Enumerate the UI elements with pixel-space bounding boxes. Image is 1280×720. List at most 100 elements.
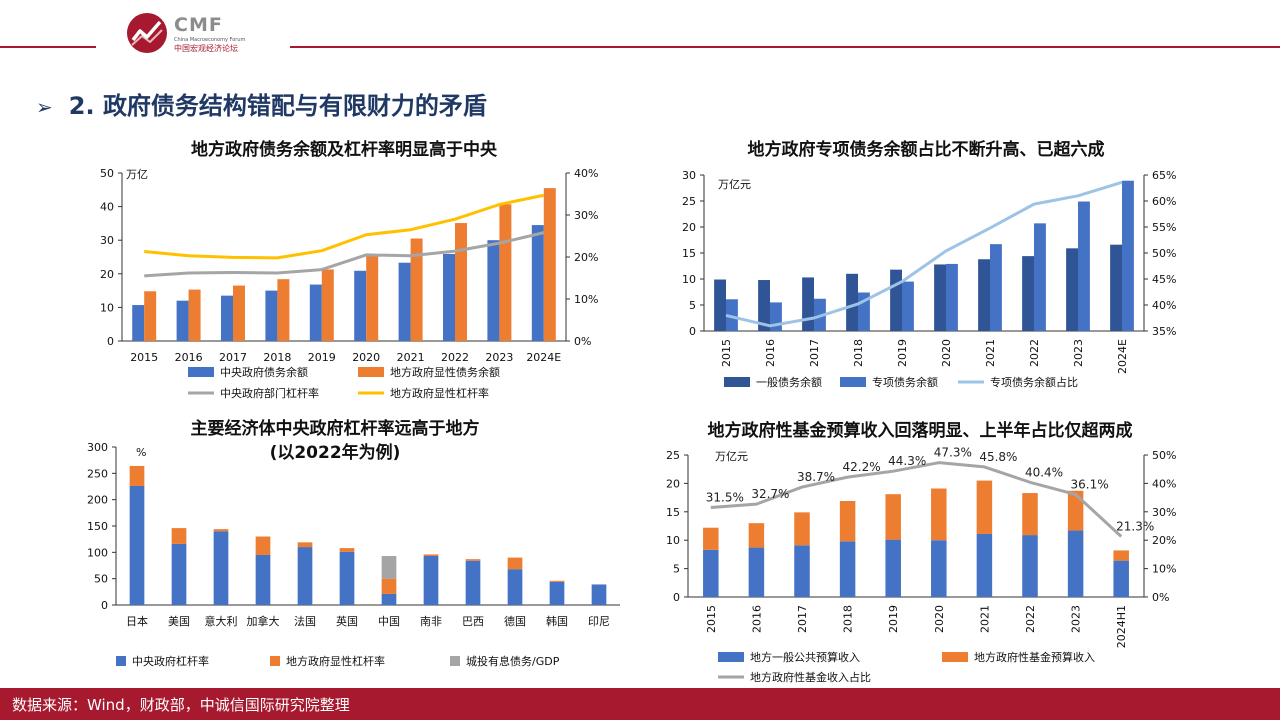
data-label: 38.7%	[797, 470, 835, 484]
legend-swatch	[358, 367, 384, 377]
chart-fund-revenue: 地方政府性基金预算收入回落明显、上半年占比仅超两成 0 5 10 15 20 25 0% 10%…	[666, 420, 1176, 684]
bar	[309, 284, 322, 341]
y-tick-label-right: 10%	[574, 293, 598, 306]
x-tick-label: 2022	[441, 351, 469, 364]
chart-panel-fund-revenue: 地方政府性基金预算收入回落明显、上半年占比仅超两成 0 5 10 15 20 25 0% 10%…	[660, 410, 1220, 685]
bar	[176, 300, 189, 341]
x-tick-label: 2018	[263, 351, 291, 364]
bar-segment	[1113, 560, 1129, 597]
bar-segment	[703, 549, 719, 597]
bar-segment	[794, 512, 810, 546]
legend-label: 地方一般公共预算收入	[750, 650, 860, 664]
x-tick-label: 2024H1	[1115, 605, 1128, 648]
bar-segment	[931, 488, 947, 541]
bar	[221, 295, 233, 341]
bar	[1066, 248, 1078, 331]
legend-label: 中央政府杠杆率	[132, 654, 209, 668]
y-tick-label-left: 100	[87, 546, 108, 559]
y-tick-label-right: 50%	[1152, 247, 1176, 260]
y-tick-label-left: 15	[682, 247, 696, 260]
section-title-text: 2. 政府债务结构错配与有限财力的矛盾	[68, 92, 487, 120]
y-tick-label-left: 300	[87, 441, 108, 454]
chart-panel-debt-balance: 地方政府债务余额及杠杆率明显高于中央 0 10 20 30 40 50 0% 10% 20% 30%…	[80, 130, 620, 410]
bar	[443, 253, 455, 341]
x-tick-label: 2018	[852, 339, 865, 367]
bar-segment	[839, 541, 856, 597]
legend-swatch	[116, 656, 126, 666]
y-tick-label-right: 0%	[1152, 591, 1169, 604]
y-tick-label-left: 25	[666, 449, 680, 462]
y-unit-label: 万亿元	[715, 450, 748, 463]
bar-segment	[507, 569, 523, 605]
bar-segment	[885, 494, 901, 540]
bar-segment	[213, 531, 229, 605]
x-tick-label: 2016	[764, 339, 777, 367]
bar	[934, 264, 946, 331]
bar	[543, 188, 556, 341]
y-tick-label-left: 5	[673, 563, 680, 576]
x-tick-label: 中国	[378, 615, 400, 628]
series-line	[710, 461, 1123, 538]
bar-segment	[1022, 493, 1038, 536]
x-tick-label: 2019	[896, 339, 909, 367]
legend-swatch	[718, 652, 744, 662]
bar	[858, 292, 870, 331]
bar-segment	[794, 545, 810, 597]
chart-panel-special-debt: 地方政府专项债务余额占比不断升高、已超六成 0 5 10 15 20 25 30 35% 40% 4…	[660, 130, 1220, 400]
x-tick-label: 2019	[887, 605, 900, 633]
x-tick-label: 2015	[705, 605, 718, 633]
x-tick-label: 2021	[397, 351, 425, 364]
y-tick-label-right: 40%	[574, 167, 598, 180]
y-tick-label-left: 5	[689, 299, 696, 312]
legend-label: 中央政府部门杠杆率	[220, 386, 319, 400]
bar-segment	[1067, 530, 1084, 597]
data-label: 42.2%	[843, 460, 881, 474]
legend-label: 地方政府显性债务余额	[390, 365, 500, 379]
x-tick-label: 意大利	[205, 614, 238, 628]
y-tick-label-left: 0	[101, 599, 108, 612]
y-tick-label-left: 150	[87, 520, 108, 533]
bar-segment	[931, 540, 947, 597]
y-tick-label-right: 45%	[1152, 273, 1176, 286]
bar	[233, 285, 245, 341]
bar-segment	[297, 542, 313, 548]
y-tick-label-right: 0%	[574, 335, 591, 348]
legend-label: 城投有息债务/GDP	[466, 654, 560, 668]
bar-segment	[748, 547, 765, 597]
y-tick-label-right: 60%	[1152, 195, 1176, 208]
footer-source: 数据来源：Wind，财政部，中诚信国际研究院整理	[12, 696, 350, 714]
legend-label: 地方政府性基金预算收入	[974, 650, 1095, 664]
series-line	[725, 180, 1123, 328]
y-tick-label-right: 30%	[574, 209, 598, 222]
bar	[265, 290, 278, 341]
chart-panel-intl-leverage: 主要经济体中央政府杠杆率远高于地方 (以2022年为例) 0 50 100 150 200 2…	[80, 410, 640, 680]
bar-segment	[1022, 535, 1038, 597]
bar	[726, 299, 738, 331]
bar-segment	[507, 557, 523, 570]
y-tick-label-left: 25	[682, 195, 696, 208]
bar-segment	[381, 578, 397, 594]
arrow-right-icon: ➢	[36, 95, 53, 119]
bar-segment	[839, 501, 856, 542]
y-tick-label-right: 40%	[1152, 477, 1176, 490]
y-tick-label-left: 0	[107, 335, 114, 348]
x-tick-label: 美国	[168, 615, 190, 628]
x-tick-label: 2020	[352, 351, 380, 364]
footer-bar: 数据来源：Wind，财政部，中诚信国际研究院整理	[0, 688, 1280, 720]
section-title: ➢ 2. 政府债务结构错配与有限财力的矛盾	[36, 86, 487, 121]
y-tick-label-left: 10	[100, 301, 114, 314]
x-tick-label: 印尼	[588, 615, 610, 628]
bar	[1034, 223, 1046, 331]
bar	[758, 280, 770, 331]
data-label: 31.5%	[706, 491, 744, 505]
bar	[455, 223, 467, 341]
bar-segment	[976, 480, 993, 534]
x-tick-label: 2016	[750, 605, 763, 633]
x-tick-label: 法国	[294, 614, 316, 628]
y-tick-label-left: 30	[682, 169, 696, 182]
legend-label: 中央政府债务余额	[220, 365, 308, 379]
bar	[1110, 244, 1122, 331]
y-tick-label-right: 30%	[1152, 506, 1176, 519]
bar	[890, 269, 902, 331]
data-label: 45.8%	[979, 450, 1017, 464]
